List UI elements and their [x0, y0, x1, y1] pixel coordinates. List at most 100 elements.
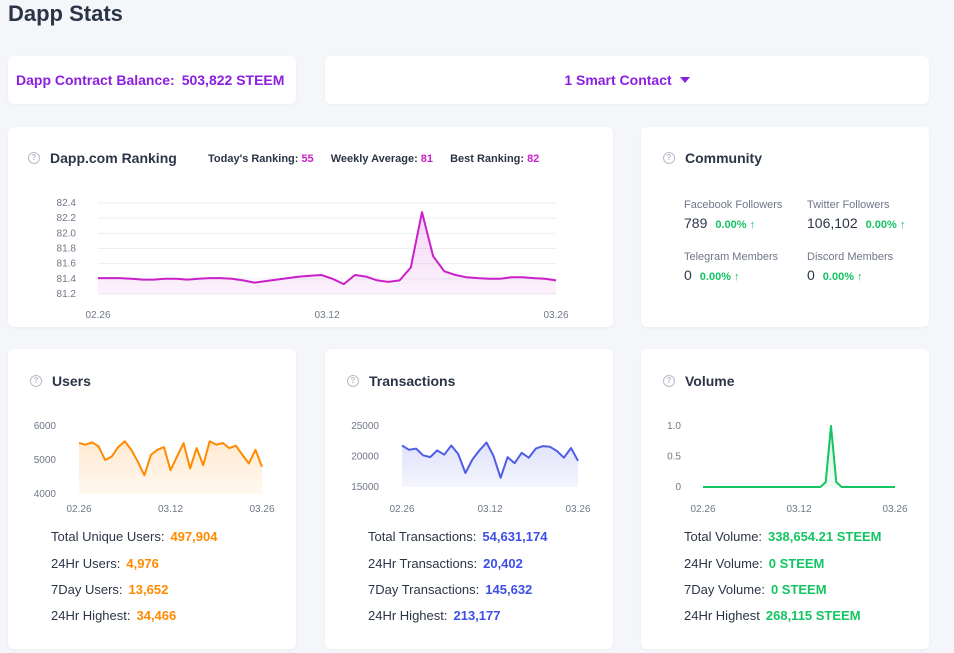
ranking-chart: 82.4 82.2 82.0 81.8 81.6 81.4 81.2 02.26 03.12 03… [57, 198, 569, 321]
y-tick-label: 1.0 [667, 421, 681, 432]
x-tick-label: 02.26 [389, 504, 414, 515]
stat-value: 145,632 [485, 582, 533, 597]
series-line [98, 211, 557, 286]
y-tick-label: 81.4 [57, 274, 77, 285]
series-area [703, 426, 895, 487]
series-area [79, 441, 262, 494]
x-tick-label: 03.12 [786, 504, 811, 515]
y-tick-label: 4000 [34, 489, 57, 500]
stat-label: 24Hr Volume: [684, 556, 763, 571]
contract-balance-card: Dapp Contract Balance: 503,822 STEEM [8, 56, 296, 104]
volume-chart: 1.0 0.5 0 02.26 03.12 03.26 [667, 421, 908, 515]
series-area [98, 212, 556, 294]
users-card: ? Users 6000 5000 4000 02.26 03.12 03.26 Tota… [8, 349, 296, 649]
telegram-members: Telegram Members 0 0.00% ↑ [684, 251, 778, 283]
weekly-average-label: Weekly Average: [330, 153, 418, 165]
community-card: ? Community Facebook Followers 789 0.00% … [641, 127, 929, 327]
caret-down-icon [679, 77, 690, 83]
todays-ranking-label: Today's Ranking: [208, 153, 299, 165]
question-circle-icon[interactable]: ? [663, 152, 675, 164]
question-circle-icon[interactable]: ? [347, 375, 359, 387]
stat-label: Total Unique Users: [51, 529, 165, 544]
y-tick-label: 15000 [351, 482, 379, 493]
y-tick-label: 6000 [34, 421, 57, 432]
discord-members: Discord Members 0 0.00% ↑ [807, 251, 893, 283]
x-tick-label: 03.26 [565, 504, 590, 515]
y-tick-label: 82.4 [57, 198, 77, 209]
page-title: Dapp Stats [8, 1, 123, 26]
volume-24hr-highest: 24Hr Highest 268,115 STEEM [684, 608, 861, 623]
stat-label: 24Hr Highest: [51, 608, 131, 623]
facebook-change: 0.00% ↑ [715, 219, 756, 231]
stat-value: 0 STEEM [770, 582, 827, 597]
volume-title: Volume [685, 373, 735, 389]
stat-value: 20,402 [483, 556, 523, 571]
balance-value: 503,822 STEEM [181, 72, 285, 88]
best-ranking-value: 82 [527, 153, 540, 165]
discord-label: Discord Members [807, 251, 894, 263]
ranking-stats: Today's Ranking: 55 Weekly Average: 81 Bes… [208, 153, 553, 165]
stat-value: 268,115 STEEM [765, 608, 861, 623]
y-tick-label: 82.0 [57, 228, 77, 239]
users-7day: 7Day Users: 13,652 [51, 582, 168, 597]
ranking-title: Dapp.com Ranking [50, 150, 177, 166]
users-chart: 6000 5000 4000 02.26 03.12 03.26 [34, 421, 275, 515]
x-tick-label: 03.26 [882, 504, 907, 515]
smart-contract-dropdown[interactable]: 1 Smart Contact [325, 56, 929, 104]
stat-label: Total Volume: [684, 529, 763, 544]
facebook-value: 789 [684, 215, 708, 231]
facebook-label: Facebook Followers [684, 199, 783, 211]
volume-24hr: 24Hr Volume: 0 STEEM [684, 556, 824, 571]
question-circle-icon[interactable]: ? [30, 375, 42, 387]
stat-value: 54,631,174 [482, 529, 548, 544]
stat-label: 7Day Volume: [684, 582, 765, 597]
transactions-24hr-highest: 24Hr Highest: 213,177 [368, 608, 500, 623]
y-tick-label: 25000 [351, 421, 379, 432]
users-24hr-highest: 24Hr Highest: 34,466 [51, 608, 176, 623]
transactions-7day: 7Day Transactions: 145,632 [368, 582, 532, 597]
twitter-followers: Twitter Followers 106,102 0.00% ↑ [807, 199, 905, 231]
question-circle-icon[interactable]: ? [28, 152, 40, 164]
total-volume: Total Volume: 338,654.21 STEEM [684, 529, 882, 544]
x-tick-label: 02.26 [690, 504, 715, 515]
stat-label: 7Day Transactions: [368, 582, 480, 597]
stat-label: Total Transactions: [368, 529, 477, 544]
balance-label: Dapp Contract Balance: [16, 72, 175, 88]
stat-label: 24Hr Highest [684, 608, 760, 623]
stat-value: 13,652 [128, 582, 169, 597]
stat-value: 4,976 [126, 556, 159, 571]
telegram-value: 0 [684, 267, 692, 283]
community-title: Community [685, 150, 762, 166]
stat-label: 24Hr Users: [51, 556, 121, 571]
series-line [78, 440, 263, 477]
y-tick-label: 20000 [351, 452, 379, 463]
stat-value: 497,904 [170, 529, 218, 544]
question-circle-icon[interactable]: ? [663, 375, 675, 387]
x-tick-label: 03.26 [543, 310, 568, 321]
smart-contract-label: 1 Smart Contact [564, 72, 672, 88]
x-tick-label: 02.26 [66, 504, 91, 515]
total-unique-users: Total Unique Users: 497,904 [51, 529, 217, 544]
stat-label: 24Hr Transactions: [368, 556, 478, 571]
transactions-chart: 25000 20000 15000 02.26 03.12 03.26 [351, 421, 591, 515]
discord-change: 0.00% ↑ [822, 271, 863, 283]
users-24hr: 24Hr Users: 4,976 [51, 556, 159, 571]
telegram-label: Telegram Members [684, 251, 779, 263]
todays-ranking-value: 55 [301, 153, 314, 165]
x-tick-label: 03.12 [158, 504, 183, 515]
facebook-followers: Facebook Followers 789 0.00% ↑ [684, 199, 782, 231]
stat-value: 338,654.21 STEEM [768, 529, 882, 544]
series-line [703, 425, 895, 488]
stat-label: 7Day Users: [51, 582, 123, 597]
weekly-average-value: 81 [420, 153, 434, 165]
volume-7day: 7Day Volume: 0 STEEM [684, 582, 827, 597]
x-tick-label: 02.26 [85, 310, 110, 321]
twitter-change: 0.00% ↑ [865, 219, 906, 231]
y-tick-label: 82.2 [57, 213, 77, 224]
twitter-label: Twitter Followers [807, 199, 890, 211]
transactions-card: ? Transactions 25000 20000 15000 02.26 03.12… [325, 349, 613, 649]
y-tick-label: 5000 [34, 455, 57, 466]
transactions-24hr: 24Hr Transactions: 20,402 [368, 556, 523, 571]
volume-card: ? Volume 1.0 0.5 0 02.26 03.12 03.26 Total Vo… [641, 349, 929, 649]
y-tick-label: 0.5 [667, 452, 681, 463]
